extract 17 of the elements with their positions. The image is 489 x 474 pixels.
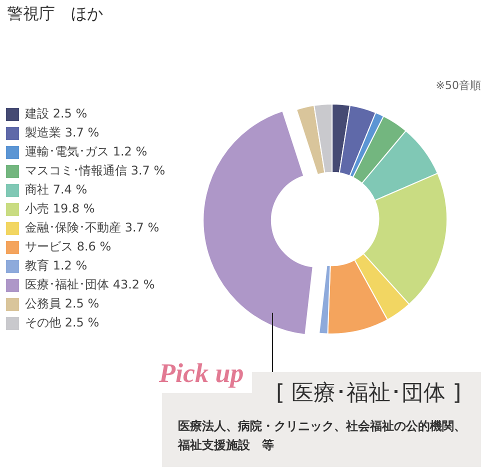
- legend-label: サービス 8.6 %: [25, 240, 112, 254]
- chart-title: 警視庁 ほか: [7, 3, 103, 25]
- legend-label: 商社 7.4 %: [25, 182, 88, 197]
- text: ※50音順: [436, 79, 481, 93]
- legend-label: 金融･保険･不動産 3.7 %: [25, 220, 160, 235]
- text: Pick up: [152, 356, 252, 393]
- text: [ 医療･福祉･団体 ]: [276, 381, 462, 406]
- legend-label: 教育 1.2 %: [25, 258, 88, 273]
- text: 医療法人、病院・クリニック、社会福祉の公的機関、福祉支援施設 等: [178, 418, 467, 454]
- legend-label: 運輸･電気･ガス 1.2 %: [25, 144, 148, 159]
- legend-label: 小売 19.8 %: [25, 202, 95, 216]
- legend-label: 医療･福祉･団体 43.2 %: [25, 278, 155, 292]
- legend-label: その他 2.5 %: [25, 316, 100, 330]
- legend-label: 製造業 3.7 %: [25, 126, 100, 140]
- legend-label: 公務員 2.5 %: [25, 296, 100, 311]
- legend-label: マスコミ･情報通信 3.7 %: [25, 164, 166, 178]
- legend-label: 建設 2.5 %: [24, 106, 88, 121]
